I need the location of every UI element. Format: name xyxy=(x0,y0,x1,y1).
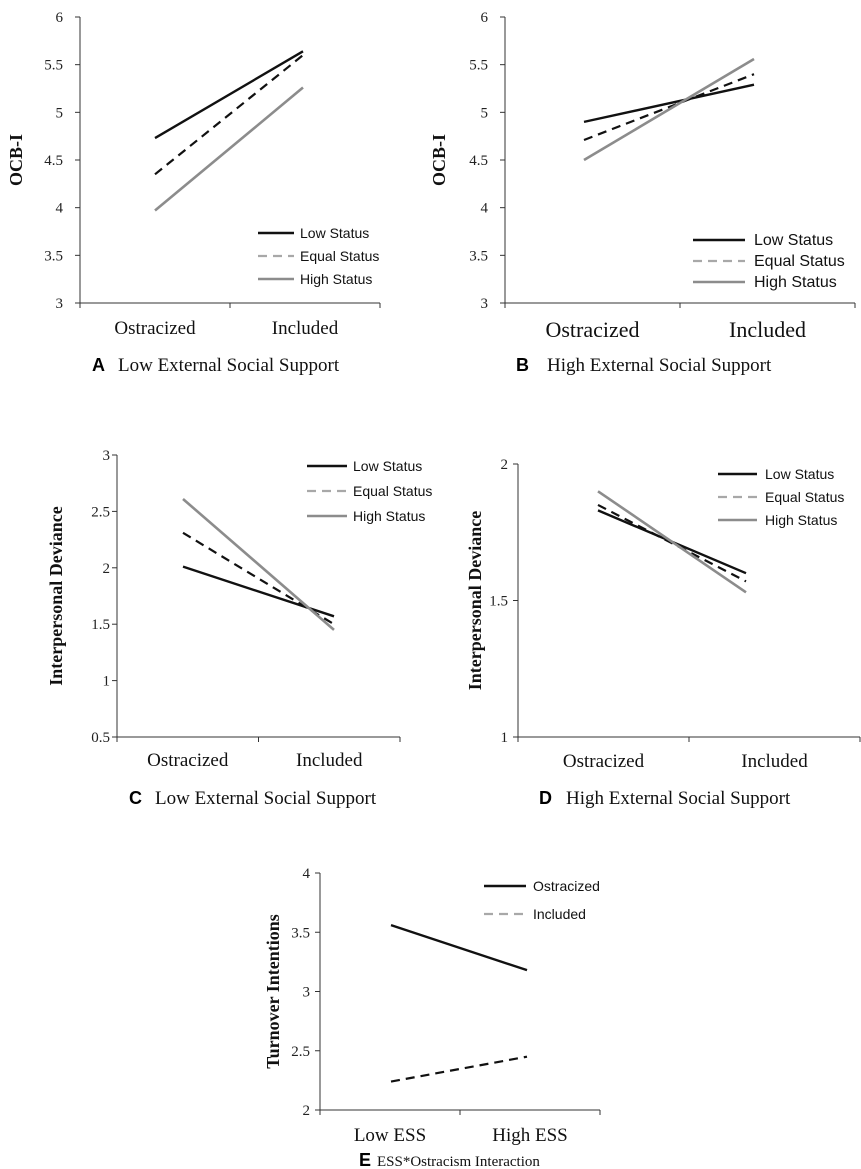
x-category-label: High ESS xyxy=(492,1125,568,1146)
panel-letter: B xyxy=(516,355,529,375)
x-category-label: Ostracized xyxy=(114,318,196,339)
y-tick-label: 3 xyxy=(303,985,311,1001)
x-category-label: Ostracized xyxy=(545,317,639,342)
y-tick-label: 5 xyxy=(56,105,64,121)
y-tick-label: 3 xyxy=(56,296,64,312)
y-tick-label: 2 xyxy=(103,561,111,577)
y-tick-label: 4.5 xyxy=(44,153,63,169)
y-tick-label: 3 xyxy=(481,296,489,312)
panel-caption: Low External Social Support xyxy=(118,355,340,376)
y-tick-label: 2.5 xyxy=(91,504,110,520)
chart-panel-a: 3 3.5 4 4.5 5 5.5 6 Ostracized Included OCB-I Low … xyxy=(6,10,381,376)
y-tick-label: 6 xyxy=(481,10,489,26)
series-line-equal-status xyxy=(583,73,755,142)
y-tick-label: 2 xyxy=(303,1103,311,1119)
series-line-included xyxy=(390,1055,528,1083)
y-tick-label: 3.5 xyxy=(44,248,63,264)
legend-label: Equal Status xyxy=(300,248,379,264)
y-tick-label: 4 xyxy=(303,866,311,882)
legend-label: High Status xyxy=(300,271,372,287)
x-category-label: Included xyxy=(741,751,808,772)
legend: Low Status Equal Status High Status xyxy=(718,466,844,528)
series-line-equal-status xyxy=(154,54,304,176)
chart-panel-b: 3 3.5 4 4.5 5 5.5 6 Ostracized Included OCB-I Low … xyxy=(429,10,856,376)
y-tick-label: 1 xyxy=(501,730,509,746)
panel-caption: Low External Social Support xyxy=(155,788,377,809)
legend: Low Status Equal Status High Status xyxy=(258,225,379,287)
y-tick-label: 3 xyxy=(103,448,111,464)
series-line-low-status xyxy=(154,50,304,140)
y-tick-label: 0.5 xyxy=(91,730,110,746)
y-tick-label: 5.5 xyxy=(44,58,63,74)
chart-panel-c: 0.5 1 1.5 2 2.5 3 Ostracized Included Interperso… xyxy=(46,448,432,809)
panel-caption: High External Social Support xyxy=(566,788,791,809)
x-category-label: Included xyxy=(296,750,363,771)
y-tick-label: 5.5 xyxy=(469,58,488,74)
legend-label: Low Status xyxy=(300,225,369,241)
legend-label: Ostracized xyxy=(533,878,600,894)
legend-label: Low Status xyxy=(754,232,833,249)
series-line-high-status xyxy=(182,498,335,631)
panel-caption: ESS*Ostracism Interaction xyxy=(377,1154,540,1169)
legend-label: Equal Status xyxy=(765,489,844,505)
panel-letter: C xyxy=(129,788,142,808)
y-axis-label: OCB-I xyxy=(429,134,449,186)
x-category-label: Ostracized xyxy=(563,751,645,772)
x-category-label: Included xyxy=(729,317,806,342)
legend-label: Low Status xyxy=(765,466,834,482)
panel-caption: High External Social Support xyxy=(547,355,772,376)
y-tick-label: 4.5 xyxy=(469,153,488,169)
y-axis-label: Interpersonal Deviance xyxy=(465,511,485,690)
series-line-high-status xyxy=(154,86,304,212)
y-tick-label: 3.5 xyxy=(291,925,310,941)
y-axis-label: OCB-I xyxy=(6,134,26,186)
legend: Ostracized Included xyxy=(484,878,600,922)
y-axis-label: Interpersonal Deviance xyxy=(46,506,66,685)
y-tick-label: 1.5 xyxy=(489,594,508,610)
panel-letter: D xyxy=(539,788,552,808)
panel-letter: E xyxy=(359,1150,371,1169)
legend: Low Status Equal Status High Status xyxy=(307,458,432,524)
legend-label: Included xyxy=(533,906,586,922)
legend-label: High Status xyxy=(754,274,837,291)
legend-label: High Status xyxy=(765,512,837,528)
legend-label: Equal Status xyxy=(754,253,845,270)
series-line-high-status xyxy=(583,57,755,162)
y-tick-label: 5 xyxy=(481,105,489,121)
y-tick-label: 2.5 xyxy=(291,1044,310,1060)
chart-panel-d: 1 1.5 2 Ostracized Included Interpersonal Dev… xyxy=(465,457,861,809)
panel-letter: A xyxy=(92,355,105,375)
y-tick-label: 3.5 xyxy=(469,248,488,264)
series-line-low-status xyxy=(583,83,755,124)
chart-panel-e: 2 2.5 3 3.5 4 Low ESS High ESS Turnover Intenti… xyxy=(263,866,601,1169)
series-line-high-status xyxy=(597,490,747,594)
legend-label: High Status xyxy=(353,508,425,524)
y-axis-label: Turnover Intentions xyxy=(263,914,283,1069)
y-tick-label: 4 xyxy=(56,201,64,217)
legend-label: Low Status xyxy=(353,458,422,474)
x-category-label: Low ESS xyxy=(354,1125,426,1146)
x-category-label: Included xyxy=(272,318,339,339)
y-tick-label: 6 xyxy=(56,10,64,26)
x-category-label: Ostracized xyxy=(147,750,229,771)
y-tick-label: 2 xyxy=(501,457,509,473)
y-tick-label: 1.5 xyxy=(91,617,110,633)
legend: Low Status Equal Status High Status xyxy=(693,232,845,291)
y-tick-label: 4 xyxy=(481,201,489,217)
y-tick-label: 1 xyxy=(103,674,111,690)
legend-label: Equal Status xyxy=(353,483,432,499)
series-line-ostracized xyxy=(390,924,528,972)
